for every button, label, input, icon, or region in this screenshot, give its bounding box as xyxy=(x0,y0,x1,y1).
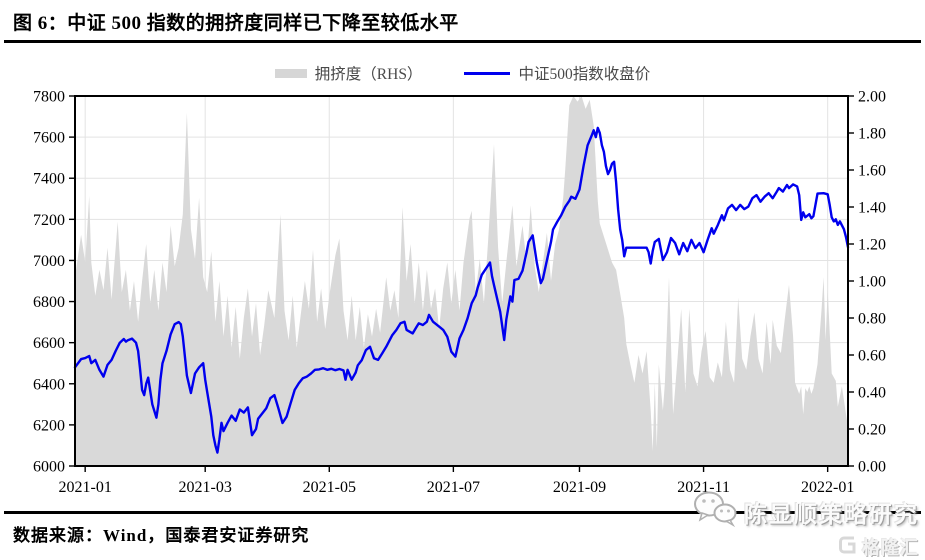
right-axis-tick-label: 1.60 xyxy=(858,163,886,180)
left-axis-tick-label: 7000 xyxy=(33,253,65,270)
watermark-account-name: 陈显顺策略研究 xyxy=(744,501,919,527)
x-axis-tick-label: 2021-03 xyxy=(179,479,232,496)
right-axis-tick-label: 0.20 xyxy=(858,422,886,439)
right-axis-tick-label: 0.80 xyxy=(858,311,886,328)
x-axis-tick-label: 2021-07 xyxy=(427,479,480,496)
page-title: 图 6：中证 500 指数的拥挤度同样已下降至较低水平 xyxy=(13,13,459,34)
legend-label-crowding: 拥挤度（RHS） xyxy=(314,66,423,83)
title-divider xyxy=(4,40,921,43)
right-axis-tick-label: 0.00 xyxy=(858,459,886,476)
right-axis-tick-label: 1.80 xyxy=(858,126,886,143)
data-source-note: 数据来源：Wind，国泰君安证券研究 xyxy=(13,526,310,545)
gelonghui-logo xyxy=(838,535,858,560)
left-axis-tick-label: 6800 xyxy=(33,294,65,311)
left-axis-tick-label: 6000 xyxy=(33,459,65,476)
area-swatch-icon xyxy=(274,68,307,78)
left-axis-tick-label: 7200 xyxy=(33,212,65,229)
left-axis-tick-label: 7400 xyxy=(33,171,65,188)
x-axis-tick-label: 2021-09 xyxy=(553,479,606,496)
watermark: 陈显顺策略研究 格隆汇 xyxy=(692,490,919,560)
x-axis-tick-label: 2021-01 xyxy=(59,479,112,496)
line-swatch-icon xyxy=(464,71,511,75)
crowding-area-series xyxy=(75,96,848,466)
right-axis-tick-label: 0.60 xyxy=(858,348,886,365)
right-axis-tick-label: 1.20 xyxy=(858,237,886,254)
price-line-series xyxy=(73,126,850,454)
legend-item-crowding: 拥挤度（RHS） xyxy=(274,62,423,84)
left-axis-tick-label: 6200 xyxy=(33,417,65,434)
watermark-site-name: 格隆汇 xyxy=(862,538,919,558)
left-axis-tick-label: 7800 xyxy=(33,89,65,106)
left-axis-tick-label: 6600 xyxy=(33,335,65,352)
right-axis-tick-label: 2.00 xyxy=(858,89,886,106)
left-axis-tick-label: 7600 xyxy=(33,130,65,147)
x-axis-tick-label: 2022-01 xyxy=(801,479,854,496)
wechat-bubbles-icon xyxy=(692,490,738,533)
footer-divider xyxy=(4,511,921,514)
right-axis-tick-label: 1.00 xyxy=(858,274,886,291)
left-axis-tick-label: 6400 xyxy=(33,376,65,393)
x-axis-tick-label: 2021-05 xyxy=(303,479,356,496)
right-axis-tick-label: 1.40 xyxy=(858,200,886,217)
legend-item-close-price: 中证500指数收盘价 xyxy=(464,62,650,84)
x-axis-tick-label: 2021-11 xyxy=(677,479,730,496)
right-axis-tick-label: 0.40 xyxy=(858,385,886,402)
legend-label-close-price: 中证500指数收盘价 xyxy=(518,66,651,83)
chart-legend: 拥挤度（RHS） 中证500指数收盘价 xyxy=(0,60,925,86)
